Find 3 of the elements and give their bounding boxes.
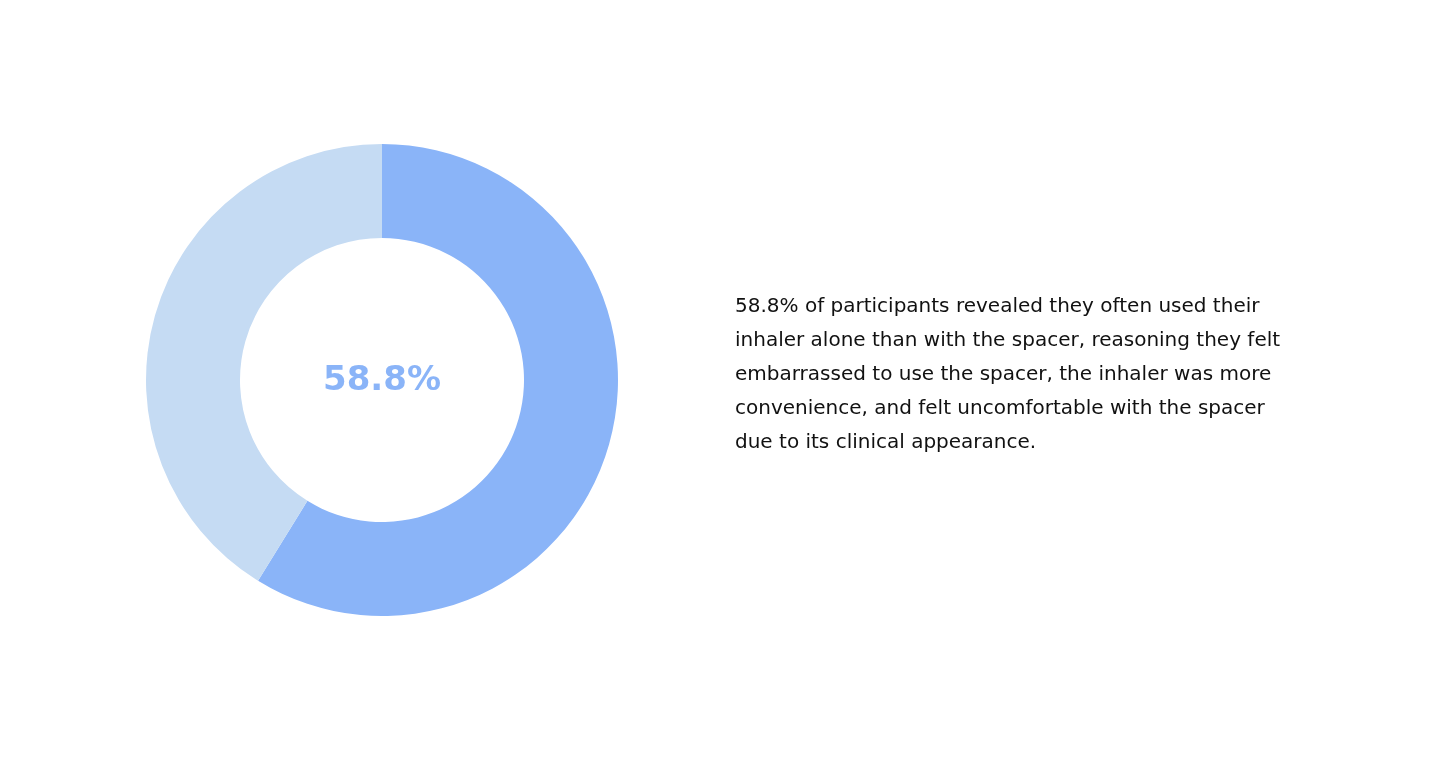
- data-label: 58.8%: [323, 358, 441, 398]
- donut-slice: [258, 144, 618, 616]
- text: 58.8% of participants revealed they often used their inhaler alone than with the spacer, reasoning they felt embarrassed to use the spacer, the inhaler was more convenience, and felt uncomfortable with the spacer due to its clinical appearance.: [735, 293, 1281, 453]
